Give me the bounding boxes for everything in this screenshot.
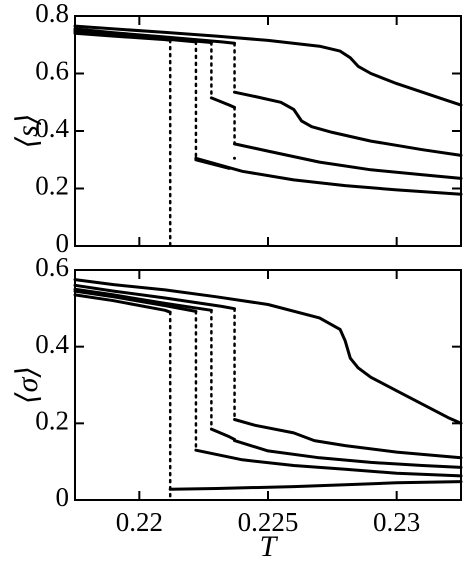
series-line-5 [209,96,236,109]
top-axis-ticks: 0 0.2 0.4 0.6 0.8 [35,0,461,258]
series-line-3 [233,90,463,157]
y-tick-label: 0 [56,228,70,258]
top-panel: 0 0.2 0.4 0.6 0.8 ⟨s⟩ [11,0,463,258]
y-tick-label: 0.2 [35,171,69,201]
series-line-6 [233,142,463,180]
series-line-7 [73,289,198,313]
y-tick-label: 0 [56,482,70,512]
y-tick-label: 0.2 [35,406,69,436]
top-plot-marks [73,24,463,248]
series-line-4 [73,287,213,312]
x-tick-label: 0.23 [373,507,420,537]
series-line-8 [194,156,463,196]
x-axis-label: T [260,530,279,563]
series-line-13 [194,158,231,170]
y-tick-label: 0.4 [35,113,69,143]
series-line-2 [73,283,236,311]
x-tick-label: 0.22 [116,507,163,537]
series-line-1 [73,24,463,107]
series-line-9 [73,31,172,42]
y-tick-label: 0.6 [35,56,69,86]
bottom-y-axis-label: ⟨σ⟩ [11,366,44,404]
series-line-6 [233,439,463,469]
x-tick-label: 0.225 [238,507,299,537]
bottom-axis-ticks: 0 0.2 0.4 0.6 0.22 0.225 0.23 [35,252,461,537]
y-tick-label: 0.4 [35,329,69,359]
series-line-1 [73,278,463,425]
bottom-plot-marks [73,278,463,502]
top-plot-frame [74,15,462,247]
series-line-10 [168,480,463,491]
series-line-5 [209,427,236,441]
y-tick-label: 0.8 [35,0,69,28]
bottom-panel: 0 0.2 0.4 0.6 0.22 0.225 0.23 ⟨σ⟩ T [11,252,463,563]
series-line-3 [233,418,463,460]
series-line-8 [194,448,463,478]
series-line-9 [73,293,172,314]
y-tick-label: 0.6 [35,252,69,282]
top-y-axis-label: ⟨s⟩ [11,113,44,148]
